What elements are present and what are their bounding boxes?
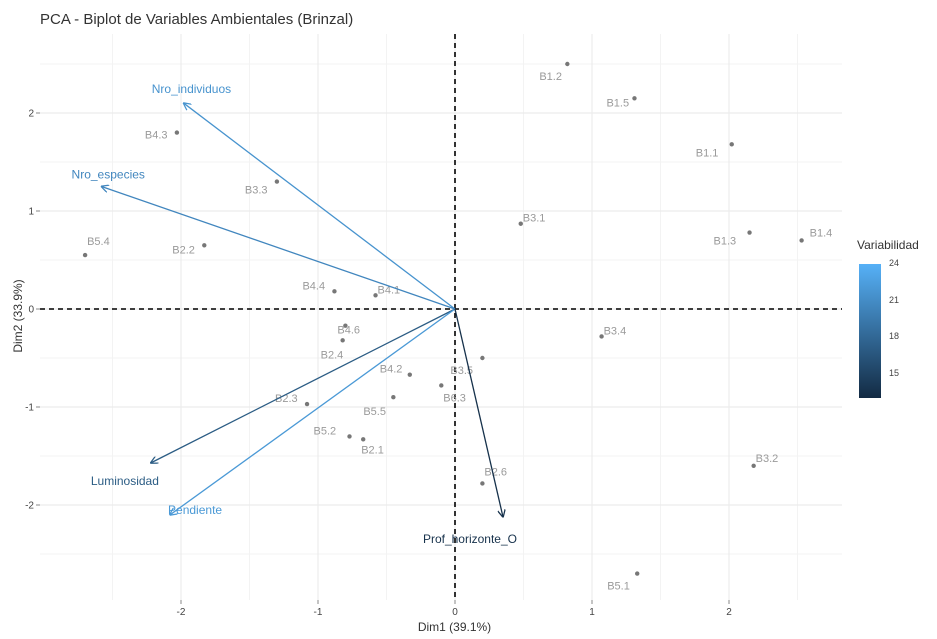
point-label: B6.3 (443, 392, 466, 404)
point-B4-3 (174, 130, 180, 135)
point-label: B4.1 (378, 284, 401, 296)
x-tick-label: -2 (177, 607, 186, 618)
point-label: B3.3 (245, 185, 268, 197)
legend-colorbar (859, 264, 881, 398)
point-label: B4.6 (337, 325, 360, 337)
vector-label: Pendiente (168, 503, 222, 517)
x-tick-label: 2 (726, 607, 732, 618)
point-label: B4.2 (380, 364, 403, 376)
y-tick-label: 1 (28, 207, 34, 218)
point-label: B3.1 (523, 213, 546, 225)
vector-luminosidad (151, 308, 456, 463)
point-B1-1 (729, 142, 734, 147)
point-B3-2 (751, 463, 756, 468)
point-label: B3.4 (604, 325, 627, 337)
legend-title: Variabilidad (857, 238, 919, 252)
point-label: B3.2 (756, 453, 779, 465)
point-B1-2 (565, 61, 570, 67)
point-B5-2 (347, 434, 352, 439)
point-B2-2 (202, 243, 207, 248)
x-tick-label: 0 (452, 607, 458, 618)
legend-tick-label: 21 (889, 294, 900, 305)
point-B2-3 (304, 401, 310, 407)
point-B4-6 (343, 323, 348, 328)
vector-label: Prof_horizonte_O (423, 532, 517, 546)
point-label: B1.2 (539, 71, 562, 83)
point-label: B5.2 (314, 425, 337, 437)
point-label: B2.2 (172, 244, 195, 256)
point-B2-4 (340, 338, 345, 343)
vector-prof-horizonte-o (454, 308, 503, 517)
vector-pendiente (170, 308, 456, 515)
point-label: B5.5 (363, 406, 386, 418)
point-label: B4.4 (302, 280, 325, 292)
point-B3-4 (599, 334, 604, 339)
point-B1-5 (632, 96, 637, 101)
vector-nro-especies (102, 187, 456, 310)
point-B2-1 (361, 437, 366, 442)
point-B5-1 (635, 571, 640, 576)
vector-label: Nro_especies (72, 168, 145, 182)
y-tick-label: -1 (25, 403, 34, 414)
point-B1-4 (799, 238, 804, 243)
legend-tick-label: 15 (889, 367, 900, 378)
point-B4-4 (332, 289, 337, 294)
point-label: B5.1 (607, 581, 630, 593)
point-B3-3 (274, 179, 280, 184)
point-B1-3 (747, 230, 752, 235)
point-label: B1.4 (810, 227, 833, 239)
point-B6-3 (439, 383, 444, 388)
point-B5-4 (82, 252, 88, 258)
x-tick-label: -1 (314, 607, 323, 618)
vector-label: Nro_individuos (152, 82, 231, 96)
legend-tick-label: 18 (889, 331, 900, 342)
point-label: B3.5 (450, 365, 473, 377)
point-label: B2.6 (484, 466, 507, 478)
vector-nro-individuos (184, 103, 456, 310)
point-B4-2 (407, 372, 412, 377)
point-label: B1.3 (714, 236, 737, 248)
point-label: B2.1 (361, 444, 384, 456)
point-label: B1.1 (696, 147, 719, 159)
point-B4-1 (373, 293, 378, 298)
y-axis-label: Dim2 (33.9%) (11, 279, 25, 353)
x-axis-label-wrap: Dim1 (39.1%) (0, 620, 937, 634)
point-B2-6 (480, 481, 485, 486)
point-label: B2.4 (321, 349, 344, 361)
point-label: B5.4 (87, 236, 110, 248)
x-axis-label: Dim1 (39.1%) (417, 620, 492, 634)
legend-tick-label: 24 (889, 258, 900, 268)
point-label: B2.3 (275, 393, 298, 405)
y-tick-label: 2 (28, 109, 34, 120)
point-label: B4.3 (145, 130, 168, 142)
point-B3-5 (480, 355, 485, 361)
y-tick-label: -2 (25, 501, 34, 512)
x-tick-label: 1 (589, 607, 595, 618)
vector-label: Luminosidad (91, 474, 159, 488)
y-tick-label: 0 (28, 305, 34, 316)
point-B3-1 (518, 221, 523, 226)
point-label: B1.5 (606, 97, 629, 109)
point-B5-5 (391, 395, 396, 400)
chart-title: PCA - Biplot de Variables Ambientales (B… (40, 11, 354, 28)
